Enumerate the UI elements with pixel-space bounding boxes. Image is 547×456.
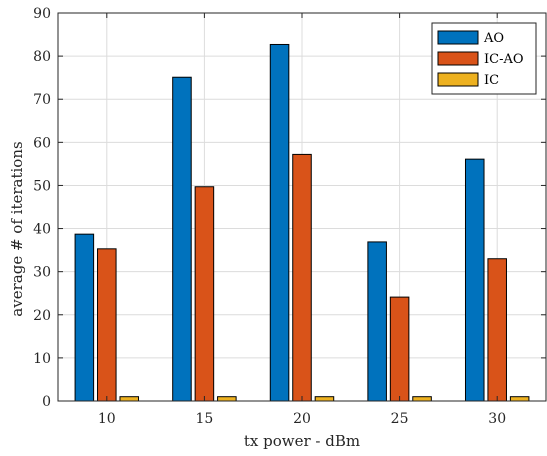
- y-axis-title: average # of iterations: [8, 141, 26, 316]
- tick-labels: 0 10 20 30 40 50 60 70 80 90 10 15 20 25 30: [33, 6, 506, 427]
- bar-ic-ao-15: [194, 186, 215, 402]
- y-tick-label: 30: [33, 265, 51, 281]
- x-tick-label: 25: [391, 411, 409, 427]
- y-tick-label: 80: [33, 49, 51, 65]
- x-tick-label: 30: [488, 411, 506, 427]
- bar-ao-15: [172, 76, 192, 402]
- bar-ic-ao-10: [97, 248, 117, 402]
- y-tick-label: 90: [33, 6, 51, 22]
- legend-swatch: [437, 72, 479, 87]
- x-tick-label: 20: [293, 411, 311, 427]
- bar-ao-20: [269, 43, 290, 402]
- y-tick-label: 0: [42, 394, 51, 410]
- y-tick-label: 70: [33, 92, 51, 108]
- bar-ic-15: [217, 396, 237, 402]
- legend: AO IC-AO IC: [431, 22, 537, 95]
- x-tick-label: 15: [195, 411, 213, 427]
- bar-ao-25: [367, 241, 387, 402]
- legend-label: IC-AO: [484, 52, 524, 67]
- axes-box: [57, 12, 547, 402]
- bar-ic-10: [119, 396, 140, 402]
- bar-ic-ao-30: [487, 258, 507, 402]
- bar-ao-30: [464, 158, 485, 402]
- y-tick-label: 10: [33, 351, 51, 367]
- legend-swatch: [437, 30, 479, 45]
- bars-layer: [74, 43, 530, 402]
- bar-ao-10: [74, 233, 95, 402]
- y-tick-label: 60: [33, 135, 51, 151]
- bar-ic-25: [412, 396, 432, 402]
- legend-label: IC: [484, 73, 499, 88]
- y-tick-label: 20: [33, 308, 51, 324]
- y-tick-label: 40: [33, 222, 51, 238]
- x-tick-label: 10: [98, 411, 116, 427]
- bar-ic-20: [314, 396, 335, 402]
- bar-ic-ao-20: [292, 153, 312, 402]
- axes-layer: [57, 12, 547, 402]
- legend-swatch: [437, 51, 479, 66]
- bar-ic-30: [509, 396, 530, 402]
- y-tick-label: 50: [33, 178, 51, 194]
- legend-label: AO: [483, 31, 504, 46]
- bar-ic-ao-25: [389, 296, 410, 402]
- x-axis-title: tx power - dBm: [244, 432, 360, 450]
